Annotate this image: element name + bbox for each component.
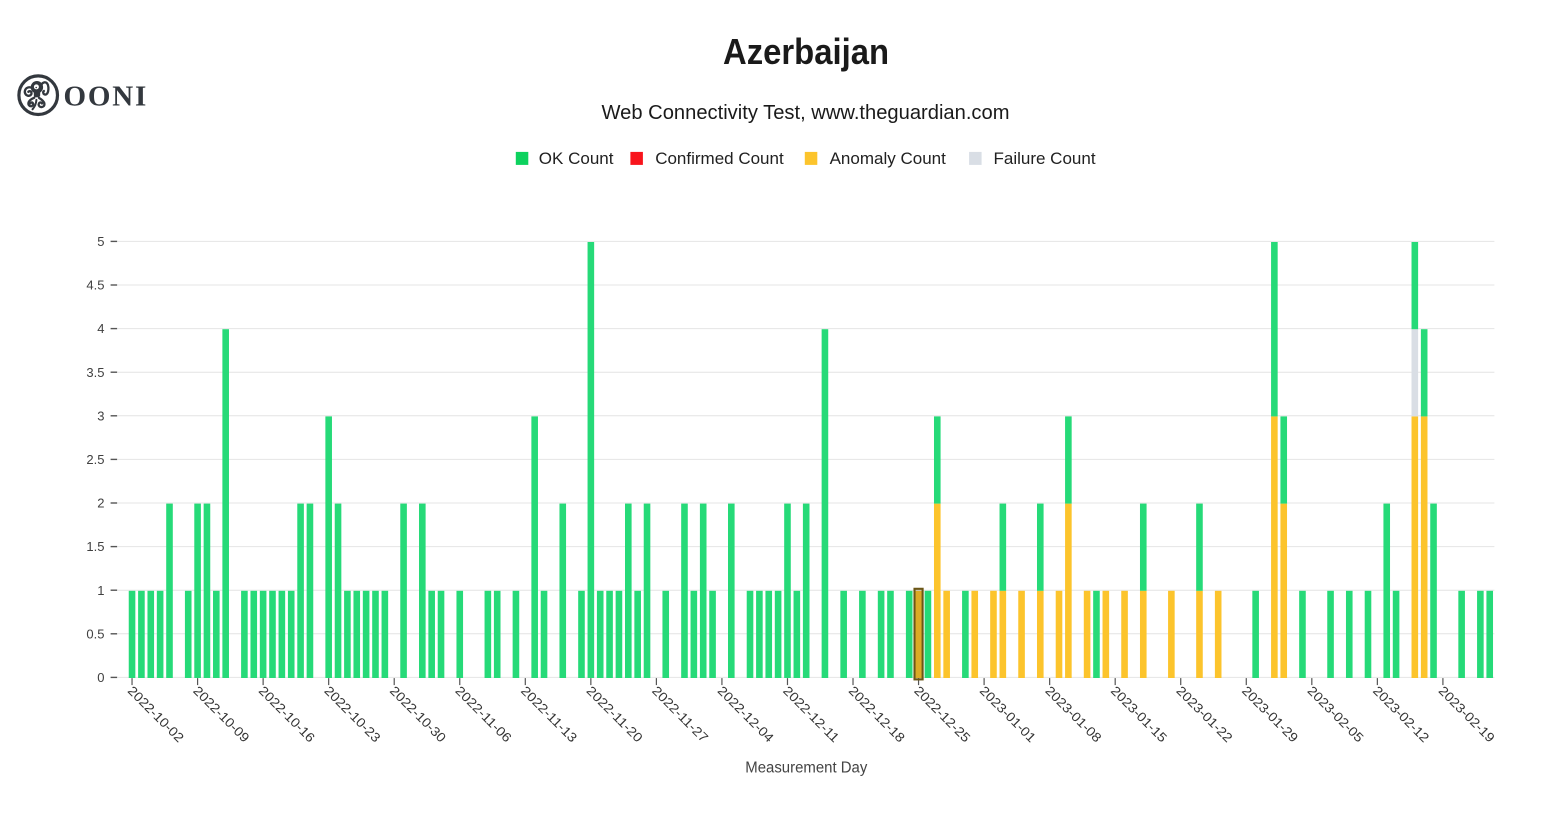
svg-text:Confirmed Count: Confirmed Count	[655, 149, 784, 168]
svg-text:4.5: 4.5	[86, 278, 104, 293]
svg-text:OONI: OONI	[64, 80, 149, 112]
svg-text:Failure Count: Failure Count	[994, 149, 1096, 168]
svg-text:4: 4	[97, 321, 104, 336]
svg-text:Web Connectivity Test, www.the: Web Connectivity Test, www.theguardian.c…	[602, 102, 1010, 124]
svg-text:Azerbaijan: Azerbaijan	[723, 31, 889, 72]
svg-text:1: 1	[97, 583, 104, 598]
svg-text:3.5: 3.5	[86, 365, 104, 380]
svg-text:3: 3	[97, 408, 104, 423]
svg-text:OK Count: OK Count	[539, 149, 614, 168]
svg-text:5: 5	[97, 234, 104, 249]
svg-text:2.5: 2.5	[86, 452, 104, 467]
svg-text:1.5: 1.5	[86, 539, 104, 554]
svg-text:0.5: 0.5	[86, 626, 104, 641]
svg-text:Measurement Day: Measurement Day	[745, 759, 867, 776]
svg-text:Anomaly Count: Anomaly Count	[830, 149, 947, 168]
svg-text:0: 0	[97, 670, 104, 685]
svg-text:2: 2	[97, 496, 104, 511]
